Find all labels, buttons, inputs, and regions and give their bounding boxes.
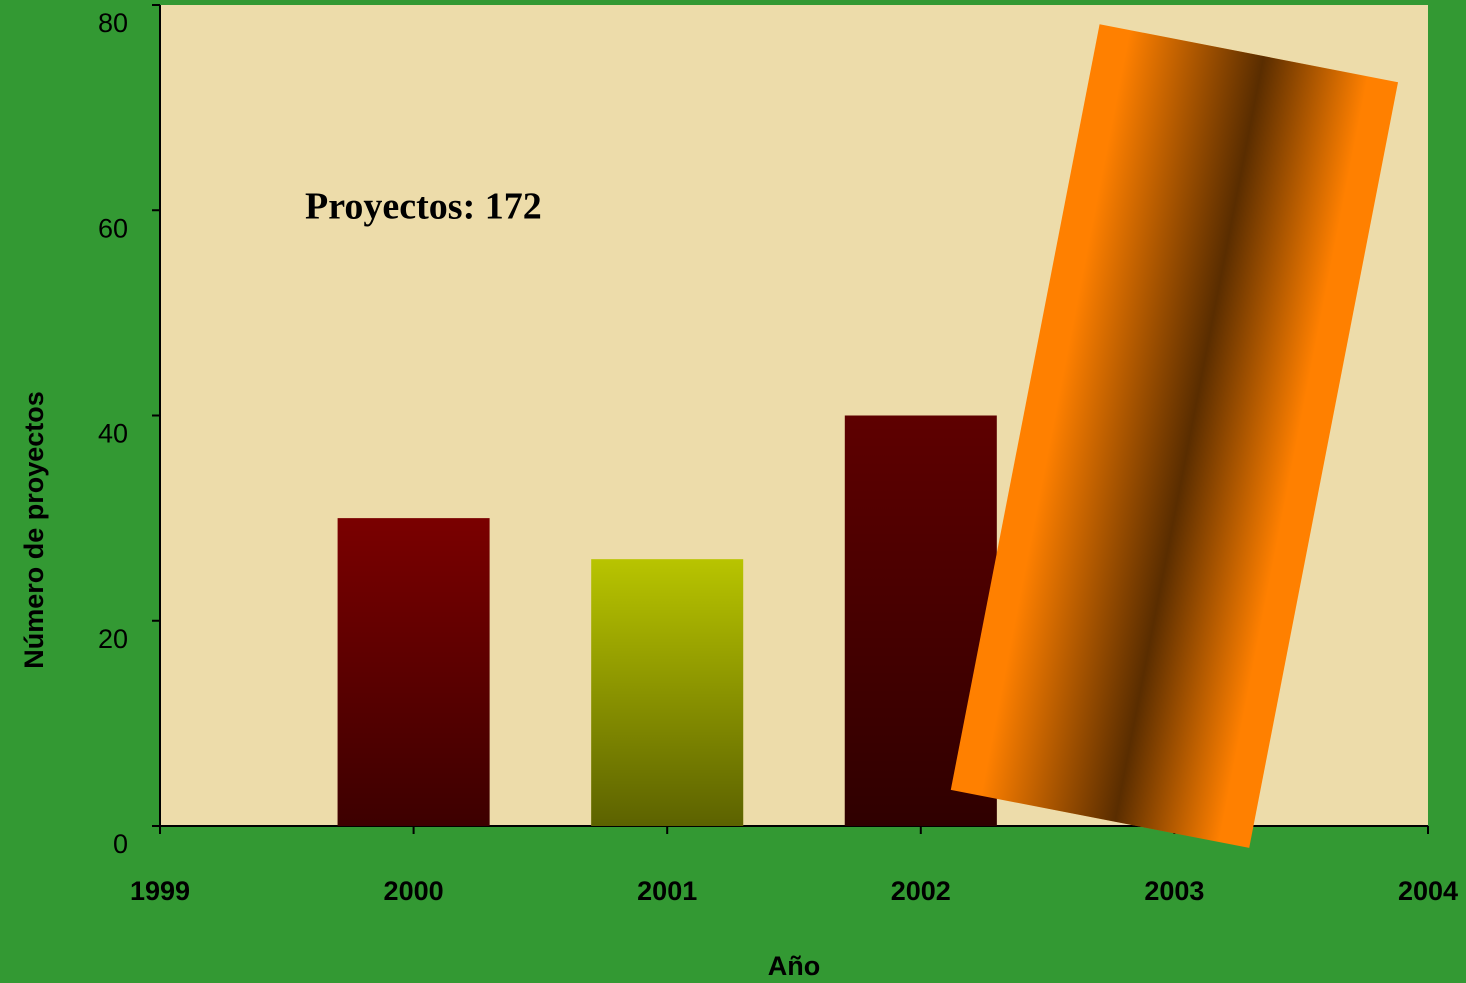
bar-shade (338, 518, 490, 826)
bar-group (338, 518, 490, 826)
x-axis-label: Año (768, 951, 820, 981)
y-axis-label: Número de proyectos (19, 391, 49, 669)
x-tick-label: 1999 (130, 876, 190, 906)
x-tick-label: 2004 (1398, 876, 1458, 906)
bar-group (591, 559, 743, 826)
y-tick-label: 0 (113, 829, 128, 859)
x-tick-label: 2002 (891, 876, 951, 906)
chart: Proyectos: 172 Año Número de proyectos 0… (0, 0, 1466, 983)
annotation: Proyectos: 172 (305, 186, 542, 228)
bar-shade (591, 559, 743, 826)
y-tick-label: 40 (98, 419, 128, 449)
y-tick-label: 20 (98, 624, 128, 654)
x-tick-label: 2001 (637, 876, 697, 906)
x-tick-label: 2003 (1144, 876, 1204, 906)
y-tick-label: 60 (98, 213, 128, 243)
y-tick-label: 80 (98, 8, 128, 38)
x-tick-label: 2000 (384, 876, 444, 906)
